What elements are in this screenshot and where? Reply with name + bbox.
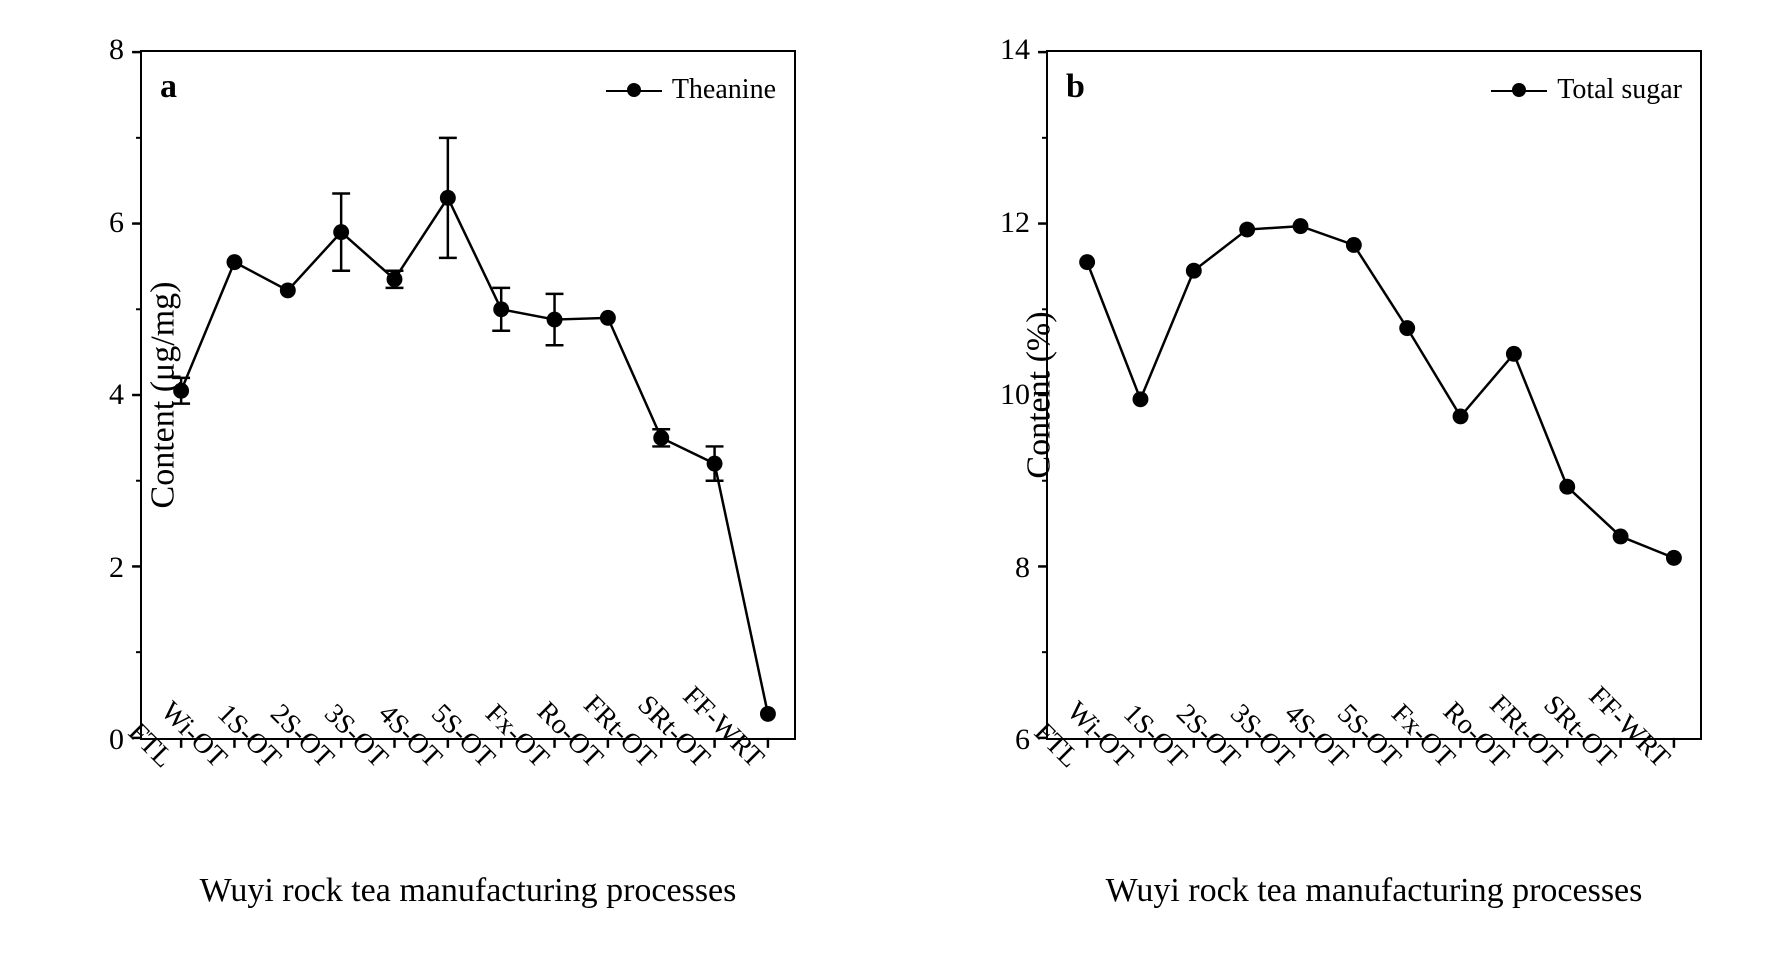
xtitle-a: Wuyi rock tea manufacturing processes (200, 872, 737, 910)
ylabel-a: Content (μg/mg) (144, 282, 182, 509)
plot-svg-b (1048, 52, 1700, 738)
panel-a: a Theanine Content (μg/mg) Wuyi rock tea… (30, 20, 836, 940)
ytick-label: 8 (1015, 551, 1030, 585)
plot-wrap-a: a Theanine Content (μg/mg) Wuyi rock tea… (140, 50, 796, 740)
ytick-label: 4 (109, 378, 124, 412)
plot-wrap-b: b Total sugar Content (%) Wuyi rock tea … (1046, 50, 1702, 740)
ytick-label: 2 (109, 551, 124, 585)
ytick-label: 10 (1000, 378, 1030, 412)
ytick-label: 8 (109, 33, 124, 67)
panel-b: b Total sugar Content (%) Wuyi rock tea … (936, 20, 1742, 940)
plot-area-a: a Theanine (140, 50, 796, 740)
ytick-label: 6 (109, 206, 124, 240)
plot-svg-a (142, 52, 794, 738)
ytick-label: 12 (1000, 206, 1030, 240)
xtitle-b: Wuyi rock tea manufacturing processes (1106, 872, 1643, 910)
figure-row: a Theanine Content (μg/mg) Wuyi rock tea… (0, 0, 1772, 960)
plot-area-b: b Total sugar (1046, 50, 1702, 740)
ytick-label: 14 (1000, 33, 1030, 67)
